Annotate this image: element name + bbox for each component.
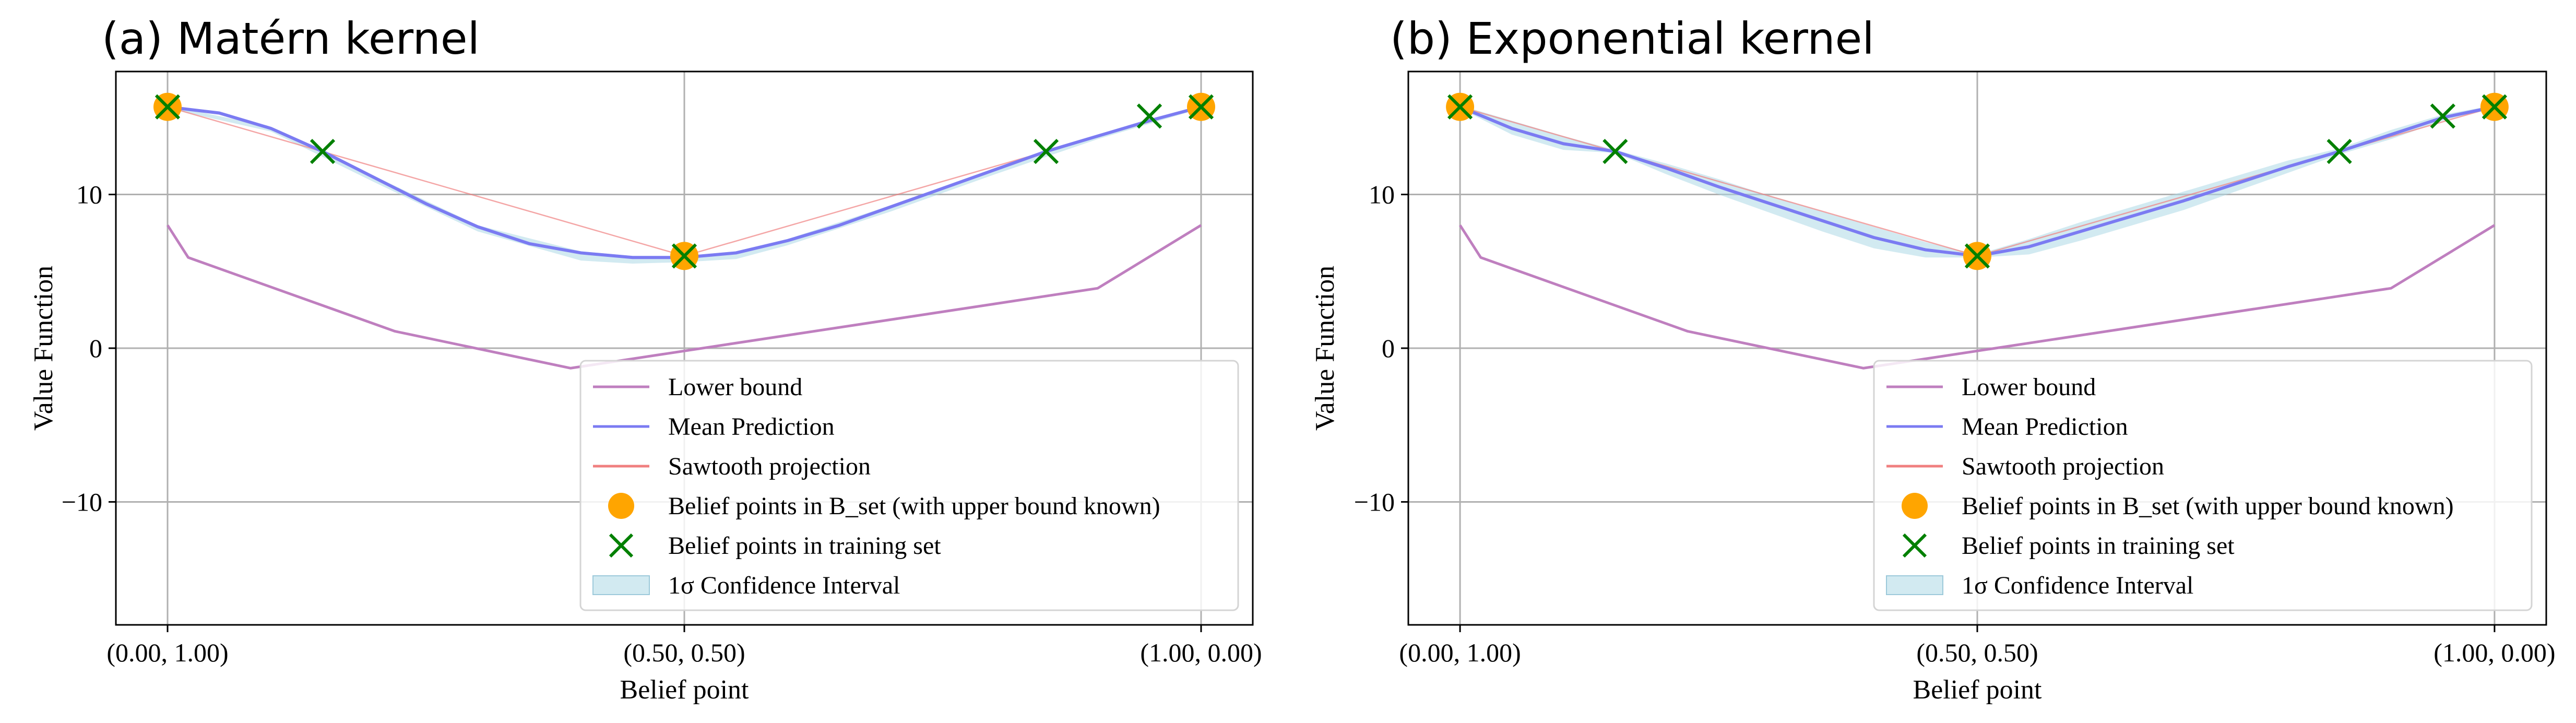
panel-b-legend-belief-points-in-training-set-label: Belief points in training set (1962, 532, 2235, 560)
panel-a-legend-belief-points-in-training-set-handle (609, 533, 634, 558)
panel-b-train-point-1 (1602, 138, 1628, 164)
panel-a-train-point-0 (155, 94, 181, 120)
panel-b-xlabel: Belief point (1913, 675, 2043, 705)
panel-b-ytick-label-1: 0 (1382, 334, 1395, 363)
panel-a-legend-sawtooth-projection-label: Sawtooth projection (668, 453, 871, 480)
panel-b-legend-belief-points-in-training-set-handle (1902, 533, 1927, 558)
panel-a-train-point-1 (310, 138, 336, 164)
panel-a-ytick-label-2: 10 (76, 180, 102, 209)
panel-b-legend-lower-bound-label: Lower bound (1962, 373, 2096, 401)
panel-b-plot: (0.00, 1.00) (0.50, 0.50) (1.00, 0.00) −10 0… (1354, 70, 2556, 667)
panel-a-ytick-label-0: −10 (62, 487, 102, 516)
panel-b-ylabel: Value Function (1310, 266, 1340, 431)
panel-a-legend-mean-prediction-label: Mean Prediction (668, 413, 835, 441)
panel-a-line-lower-bound (166, 224, 1202, 370)
panel-a-legend-lower-bound-label: Lower bound (668, 373, 802, 401)
panel-b-legend-1-confidence-interval-handle (1886, 575, 1943, 595)
panel-b-legend-belief-points-in-b-set-with-upper-bound-known-handle (1902, 493, 1928, 519)
panel-a-legend-belief-points-in-b-set-with-upper-bound-known-handle (608, 493, 634, 519)
panel-a-train-point-4 (1136, 103, 1162, 129)
panel-a-xtick-label-1: (0.50, 0.50) (623, 638, 745, 667)
panel-b-line-lower-bound (1458, 224, 2496, 370)
panel-b-train-point-3 (2326, 138, 2352, 164)
panel-a-legend-belief-points-in-training-set-label: Belief points in training set (668, 532, 941, 560)
panel-a-train-point-3 (1033, 138, 1059, 164)
panel-a-legend-1-confidence-interval-label: 1σ Confidence Interval (668, 572, 900, 599)
panel-a-legend-1-confidence-interval-handle (592, 575, 650, 595)
panel-a-plot: (0.00, 1.00) (0.50, 0.50) (1.00, 0.00) −10 0… (62, 70, 1262, 667)
panel-a-legend-box (579, 360, 1239, 611)
panel-a-train-point-2 (671, 243, 697, 269)
panel-b-legend-belief-points-in-b-set-with-upper-bound-known-label: Belief points in B_set (with upper bound… (1962, 492, 2454, 520)
panel-b-xtick-label-0: (0.00, 1.00) (1399, 638, 1521, 667)
panel-b-train-point-0 (1447, 94, 1473, 120)
panel-a-ylabel: Value Function (29, 266, 58, 431)
panel-a-train-point-5 (1188, 94, 1214, 120)
panel-b-train-point-5 (2482, 94, 2508, 120)
panel-b-legend-sawtooth-projection-label: Sawtooth projection (1962, 453, 2164, 480)
panel-a-xtick-label-0: (0.00, 1.00) (106, 638, 228, 667)
panel-a-title: (a) Matérn kernel (102, 13, 480, 64)
panel-b-train-point-4 (2430, 103, 2455, 129)
panel-b-legend-box (1873, 360, 2533, 611)
panel-a-xtick-label-2: (1.00, 0.00) (1140, 638, 1262, 667)
panel-a-ytick-label-1: 0 (89, 334, 102, 363)
panel-a-legend-belief-points-in-b-set-with-upper-bound-known-label: Belief points in B_set (with upper bound… (668, 492, 1160, 520)
panel-b-ytick-label-2: 10 (1369, 180, 1395, 209)
panel-b-legend-1-confidence-interval-label: 1σ Confidence Interval (1962, 572, 2193, 599)
panel-b-title: (b) Exponential kernel (1390, 13, 1874, 64)
panel-a: (a) Matérn kernel (0.00, 1.00) (0.50, 0.5… (29, 13, 1262, 705)
panel-b-legend-mean-prediction-label: Mean Prediction (1962, 413, 2128, 441)
panel-a-xlabel: Belief point (620, 675, 750, 705)
panel-b: (b) Exponential kernel (0.00, 1.00) (0.50… (1310, 13, 2556, 705)
panel-b-train-point-2 (1964, 243, 1990, 269)
panel-b-xtick-label-2: (1.00, 0.00) (2433, 638, 2555, 667)
panel-b-ytick-label-0: −10 (1354, 487, 1395, 516)
panel-b-xtick-label-1: (0.50, 0.50) (1916, 638, 2038, 667)
